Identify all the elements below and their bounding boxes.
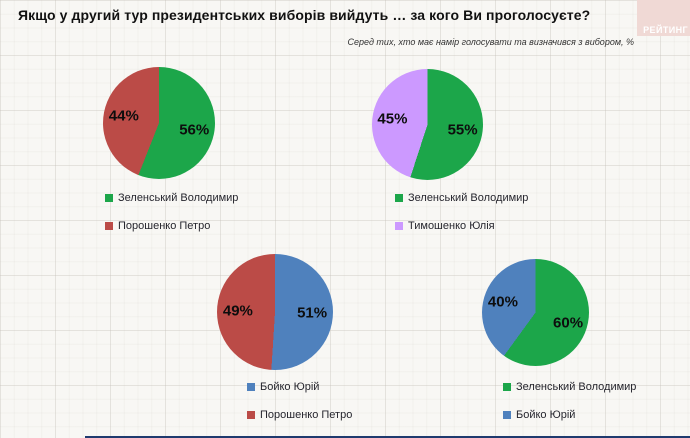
legend-swatch bbox=[503, 411, 511, 419]
legend-item: Тимошенко Юлія bbox=[395, 220, 522, 232]
pie-zelensky-boyko: 60% 40% bbox=[482, 259, 589, 366]
legend-item: Бойко Юрій bbox=[247, 381, 377, 393]
pie-boyko-poroshenko: 51% 49% bbox=[217, 254, 333, 370]
legend-label: Порошенко Петро bbox=[260, 409, 353, 421]
legend-swatch bbox=[247, 383, 255, 391]
legend-item: Зеленський Володимир bbox=[105, 192, 238, 204]
legend-item: Зеленський Володимир bbox=[503, 381, 642, 393]
pie-chart-zelensky-poroshenko: 56% 44% Зеленський Володимир Порошенко Пет… bbox=[103, 67, 238, 248]
pie-slice-value: 56% bbox=[179, 121, 210, 139]
chart-subtitle: Серед тих, хто має намір голосувати та в… bbox=[347, 37, 634, 47]
legend-item: Бойко Юрій bbox=[503, 409, 642, 421]
pie-slice-value: 60% bbox=[553, 314, 584, 332]
legend-item: Порошенко Петро bbox=[105, 220, 219, 232]
legend-zelensky-boyko: Зеленський Володимир Бойко Юрій bbox=[503, 381, 642, 421]
rating-logo: РЕЙТИНГ bbox=[637, 0, 690, 36]
footer-accent-line bbox=[85, 436, 690, 438]
pie-slice-value: 51% bbox=[297, 304, 328, 322]
legend-swatch bbox=[503, 383, 511, 391]
pie-chart-zelensky-tymoshenko: 55% 45% Зеленський Володимир Тимошенко Юлі… bbox=[372, 69, 528, 248]
pie-slice-value: 40% bbox=[487, 293, 518, 311]
rating-logo-text: РЕЙТИНГ bbox=[643, 25, 688, 35]
page-title: Якщо у другий тур президентських виборів… bbox=[18, 7, 591, 23]
legend-swatch bbox=[247, 411, 255, 419]
pie-zelensky-poroshenko: 56% 44% bbox=[103, 67, 215, 179]
legend-label: Тимошенко Юлія bbox=[408, 220, 495, 232]
legend-boyko-poroshenko: Бойко Юрій Порошенко Петро bbox=[247, 381, 377, 421]
pie-slice-value: 45% bbox=[377, 110, 408, 128]
legend-swatch bbox=[395, 194, 403, 202]
legend-item: Порошенко Петро bbox=[247, 409, 377, 421]
legend-swatch bbox=[395, 222, 403, 230]
legend-label: Зеленський Володимир bbox=[408, 192, 529, 204]
legend-zelensky-poroshenko: Зеленський Володимир Порошенко Петро bbox=[105, 192, 238, 232]
legend-swatch bbox=[105, 222, 113, 230]
legend-label: Порошенко Петро bbox=[118, 220, 211, 232]
legend-label: Зеленський Володимир bbox=[118, 192, 239, 204]
legend-label: Бойко Юрій bbox=[516, 409, 576, 421]
legend-swatch bbox=[105, 194, 113, 202]
pie-slice-value: 44% bbox=[108, 107, 139, 125]
legend-item: Зеленський Володимир bbox=[395, 192, 528, 204]
pie-chart-zelensky-boyko: 60% 40% Зеленський Володимир Бойко Юрій bbox=[482, 259, 642, 437]
legend-label: Зеленський Володимир bbox=[516, 381, 637, 393]
pie-zelensky-tymoshenko: 55% 45% bbox=[372, 69, 483, 180]
pie-slice-value: 49% bbox=[222, 302, 253, 320]
pie-slice-value: 55% bbox=[447, 121, 478, 139]
pie-chart-boyko-poroshenko: 51% 49% Бойко Юрій Порошенко Петро bbox=[217, 254, 377, 437]
legend-zelensky-tymoshenko: Зеленський Володимир Тимошенко Юлія bbox=[395, 192, 528, 232]
legend-label: Бойко Юрій bbox=[260, 381, 320, 393]
